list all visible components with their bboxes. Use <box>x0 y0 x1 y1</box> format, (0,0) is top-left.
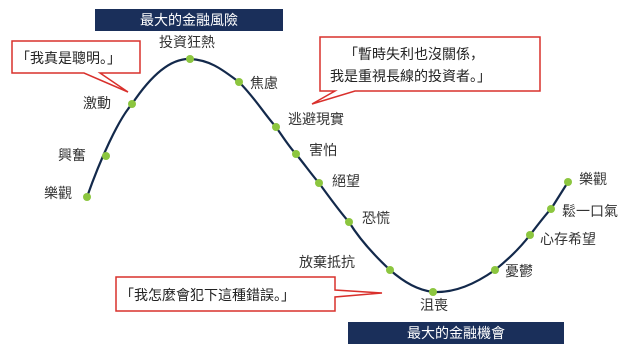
label-hope: 心存希望 <box>540 232 596 248</box>
dot-denial <box>272 123 280 131</box>
label-desperation: 絕望 <box>332 174 360 190</box>
callout-long-term-bubble <box>311 36 541 105</box>
dot-euphoria <box>186 55 194 63</box>
callout-mistake-bubble <box>115 276 383 312</box>
label-denial: 逃避現實 <box>288 111 344 128</box>
label-despondency: 沮喪 <box>420 298 448 314</box>
label-excitement: 興奮 <box>58 148 86 164</box>
dot-desperation <box>315 179 323 187</box>
callout-smart: 「我真是聰明。」 <box>11 40 141 93</box>
label-panic: 恐慌 <box>362 211 390 227</box>
label-optimism-start: 樂觀 <box>44 185 72 202</box>
dot-thrill <box>128 100 136 108</box>
label-depression: 憂鬱 <box>505 264 533 280</box>
bottom-banner-text: 最大的金融機會 <box>407 326 505 342</box>
callout-mistake: 「我怎麼會犯下這種錯誤。」 <box>115 276 383 312</box>
label-euphoria: 投資狂熱 <box>159 35 215 51</box>
dot-anxiety <box>235 78 243 86</box>
bottom-banner: 最大的金融機會 <box>348 322 564 344</box>
label-fear: 害怕 <box>309 143 337 159</box>
dot-relief <box>547 205 555 213</box>
dot-despondency <box>429 288 437 296</box>
callout-long-term: 「暫時失利也沒關係， 我是重視長線的投資者。」 <box>311 36 541 105</box>
label-capitulation: 放棄抵抗 <box>299 255 355 271</box>
dot-hope <box>526 231 534 239</box>
dot-depression <box>491 266 499 274</box>
callout-smart-bubble <box>11 40 141 93</box>
callout-long-term-line2: 我是重視長線的投資者。」 <box>330 69 491 85</box>
top-banner: 最大的金融風險 <box>95 9 283 31</box>
dot-excitement <box>102 152 110 160</box>
dot-panic <box>345 218 353 226</box>
label-anxiety: 焦慮 <box>250 76 278 92</box>
dot-capitulation <box>386 266 394 274</box>
label-optimism-end: 樂觀 <box>579 171 607 188</box>
dot-fear <box>292 150 300 158</box>
label-thrill: 激動 <box>83 95 111 112</box>
dot-optimism-start <box>83 193 91 201</box>
top-banner-text: 最大的金融風險 <box>140 13 238 29</box>
callout-long-term-line1: 「暫時失利也沒關係， <box>344 46 484 63</box>
top-banner-bg <box>95 9 283 31</box>
callout-smart-text: 「我真是聰明。」 <box>16 50 121 67</box>
bottom-banner-bg <box>348 322 564 344</box>
label-relief: 鬆一口氣 <box>562 204 618 220</box>
dot-optimism-end <box>564 178 572 186</box>
callout-mistake-text: 「我怎麼會犯下這種錯誤。」 <box>120 288 295 304</box>
